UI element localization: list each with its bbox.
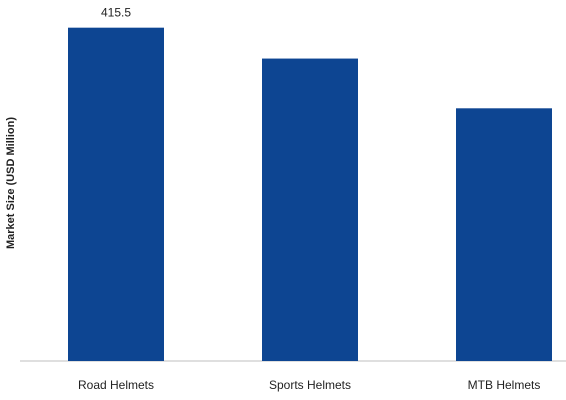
bar-sports-helmets <box>262 58 358 361</box>
x-tick-label: MTB Helmets <box>468 378 541 392</box>
data-label: 415.5 <box>101 6 131 20</box>
bar-mtb-helmets <box>456 108 552 361</box>
x-tick-label: Sports Helmets <box>269 378 351 392</box>
data-labels-group: 415.5 <box>101 6 131 20</box>
x-tick-labels-group: Road Helmets Sports Helmets MTB Helmets <box>78 378 540 392</box>
bar-road-helmets <box>68 27 164 361</box>
y-axis-label: Market Size (USD Million) <box>5 117 17 249</box>
bars-group <box>68 27 552 361</box>
x-tick-label: Road Helmets <box>78 378 154 392</box>
